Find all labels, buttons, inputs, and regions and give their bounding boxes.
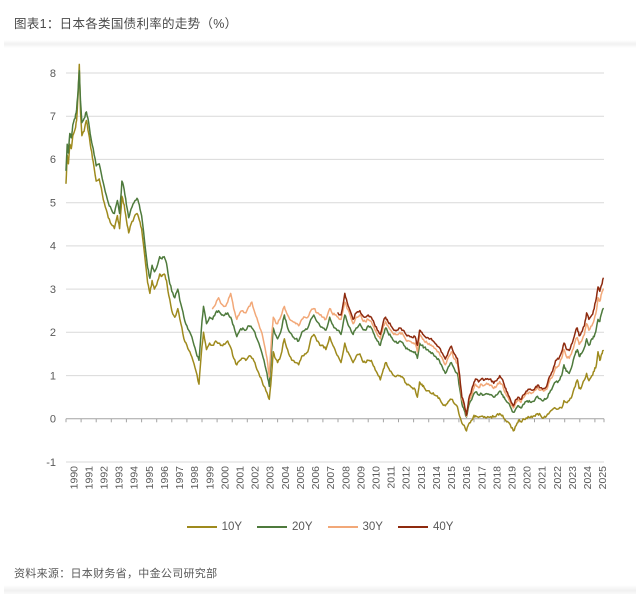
svg-text:1990: 1990 xyxy=(68,466,80,490)
legend-label-10y: 10Y xyxy=(221,521,243,533)
svg-text:1993: 1993 xyxy=(114,466,126,490)
svg-text:2021: 2021 xyxy=(537,466,549,490)
svg-text:2018: 2018 xyxy=(491,466,503,490)
svg-text:2010: 2010 xyxy=(370,466,382,490)
svg-text:2024: 2024 xyxy=(582,466,594,490)
line-chart-canvas: 8 7 6 5 4 3 2 1 0 -1 1990 1991 1992 1993 1994 1995 1996 1… xyxy=(0,50,640,520)
svg-text:2017: 2017 xyxy=(476,466,488,490)
source-note: 资料来源：日本财务省，中金公司研究部 xyxy=(14,568,218,580)
svg-text:1994: 1994 xyxy=(129,466,141,490)
svg-text:2025: 2025 xyxy=(597,466,609,490)
svg-text:2008: 2008 xyxy=(340,466,352,490)
svg-text:5: 5 xyxy=(50,198,56,210)
legend-swatch-30y xyxy=(327,525,358,529)
legend-swatch-10y xyxy=(186,525,217,529)
svg-text:2004: 2004 xyxy=(280,466,292,490)
svg-text:2019: 2019 xyxy=(506,466,518,490)
svg-text:2003: 2003 xyxy=(265,466,277,490)
svg-text:2006: 2006 xyxy=(310,466,322,490)
svg-text:1997: 1997 xyxy=(174,466,186,490)
svg-text:3: 3 xyxy=(50,284,56,296)
svg-text:2015: 2015 xyxy=(446,466,458,490)
svg-text:1996: 1996 xyxy=(159,466,171,490)
legend-swatch-40y xyxy=(397,525,428,529)
svg-text:2: 2 xyxy=(50,327,56,339)
svg-text:2000: 2000 xyxy=(219,466,231,490)
svg-text:2022: 2022 xyxy=(552,466,564,490)
svg-text:1998: 1998 xyxy=(189,466,201,490)
legend-label-40y: 40Y xyxy=(432,521,454,533)
svg-text:4: 4 xyxy=(50,241,56,253)
bottom-edge-shade xyxy=(4,585,636,594)
svg-text:-1: -1 xyxy=(46,457,56,469)
svg-text:2009: 2009 xyxy=(355,466,367,490)
svg-text:2013: 2013 xyxy=(416,466,428,490)
svg-text:2020: 2020 xyxy=(522,466,534,490)
chart-legend: 10Y 20Y 30Y 40Y xyxy=(0,521,640,533)
svg-text:7: 7 xyxy=(50,111,56,123)
svg-text:2002: 2002 xyxy=(250,466,262,490)
svg-text:8: 8 xyxy=(50,68,56,80)
legend-item-20y: 20Y xyxy=(257,521,313,533)
figure-title: 图表1：日本各类国债利率的走势（%） xyxy=(14,17,238,31)
title-divider xyxy=(4,40,636,48)
legend-swatch-20y xyxy=(257,525,288,529)
svg-text:2014: 2014 xyxy=(431,466,443,490)
svg-text:2012: 2012 xyxy=(401,466,413,490)
svg-text:2016: 2016 xyxy=(461,466,473,490)
svg-text:1999: 1999 xyxy=(204,466,216,490)
svg-text:1992: 1992 xyxy=(98,466,110,490)
legend-label-20y: 20Y xyxy=(292,521,313,533)
legend-label-30y: 30Y xyxy=(362,521,383,533)
svg-text:2011: 2011 xyxy=(386,466,398,489)
svg-text:2023: 2023 xyxy=(567,466,579,490)
svg-text:1995: 1995 xyxy=(144,466,156,490)
legend-item-40y: 40Y xyxy=(397,521,454,533)
svg-text:0: 0 xyxy=(50,414,56,426)
svg-text:2007: 2007 xyxy=(325,466,337,490)
legend-item-10y: 10Y xyxy=(186,521,243,533)
legend-item-30y: 30Y xyxy=(327,521,383,533)
svg-text:2005: 2005 xyxy=(295,466,307,490)
svg-text:1: 1 xyxy=(50,370,56,382)
svg-text:2001: 2001 xyxy=(234,466,246,490)
svg-text:1991: 1991 xyxy=(83,466,95,490)
svg-text:6: 6 xyxy=(50,154,56,166)
